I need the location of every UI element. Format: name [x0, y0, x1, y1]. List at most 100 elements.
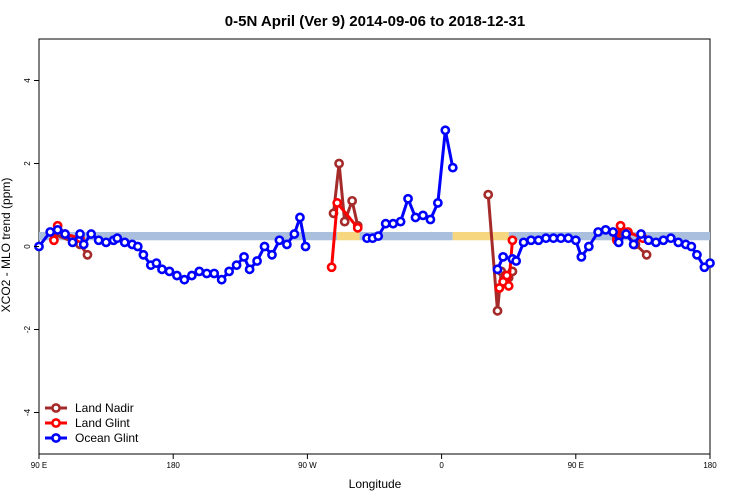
series-ocean-glint — [34, 125, 715, 285]
data-point — [339, 216, 350, 227]
data-point — [281, 239, 292, 250]
data-point — [289, 229, 300, 239]
data-point — [403, 193, 413, 204]
data-point — [132, 241, 143, 252]
data-point — [563, 233, 574, 244]
data-point — [665, 233, 676, 244]
x-tick-label: 180 — [703, 461, 717, 470]
data-point — [209, 268, 220, 279]
legend-label: Land Nadir — [75, 401, 134, 415]
data-point — [615, 220, 626, 231]
data-point — [119, 237, 130, 248]
data-point — [75, 229, 85, 239]
y-tick-label: 4 — [23, 78, 32, 83]
data-point — [86, 229, 97, 239]
legend-item: Ocean Glint — [45, 431, 139, 445]
data-point — [194, 266, 205, 277]
data-point — [300, 241, 311, 252]
legend-label: Land Glint — [75, 416, 130, 430]
data-point — [60, 229, 70, 239]
data-point — [658, 235, 669, 246]
data-point — [352, 222, 363, 233]
data-point — [82, 249, 93, 260]
series-line-segment — [486, 194, 514, 313]
band-segment-0 — [39, 231, 338, 241]
data-point — [267, 249, 277, 260]
band-segment-2 — [359, 231, 453, 241]
data-point — [231, 260, 242, 271]
data-point — [138, 249, 149, 260]
band-segment-3 — [452, 231, 509, 241]
y-tick-label: 0 — [23, 244, 32, 249]
data-point — [432, 198, 443, 208]
data-point — [151, 258, 162, 268]
chart-title: 0-5N April (Ver 9) 2014-09-06 to 2018-12… — [225, 13, 525, 30]
data-point — [507, 235, 518, 246]
data-point — [705, 258, 715, 268]
data-point — [332, 198, 343, 208]
data-point — [326, 262, 337, 273]
x-tick-label: 90 E — [31, 461, 47, 470]
legend-swatch-marker — [51, 403, 61, 413]
data-point — [78, 239, 89, 250]
data-point — [49, 235, 59, 246]
x-tick-label: 90 E — [568, 461, 584, 470]
data-point — [651, 237, 661, 248]
data-point — [503, 281, 514, 291]
data-point — [518, 237, 529, 248]
data-point — [101, 237, 111, 248]
series-layer — [34, 125, 715, 316]
data-point — [186, 270, 197, 281]
x-tick-label: 0 — [439, 461, 444, 470]
data-point — [501, 270, 512, 281]
data-point — [621, 229, 632, 239]
data-point — [613, 237, 624, 248]
data-point — [373, 231, 384, 242]
data-point — [673, 237, 684, 248]
data-point — [686, 241, 697, 252]
legend-item: Land Nadir — [45, 401, 134, 415]
x-tick-label: 180 — [167, 461, 181, 470]
band-segment-4 — [508, 231, 710, 241]
data-point — [600, 224, 611, 235]
data-point — [692, 249, 702, 260]
series-line-segment — [367, 128, 455, 240]
data-point — [483, 189, 494, 200]
data-point — [164, 266, 175, 277]
data-point — [244, 264, 255, 275]
data-point — [492, 305, 503, 316]
data-point — [636, 229, 646, 239]
data-point — [179, 274, 190, 285]
data-point — [172, 270, 182, 281]
data-point — [410, 212, 421, 223]
data-point — [492, 264, 503, 275]
data-point — [157, 264, 167, 275]
legend-item: Land Glint — [45, 416, 130, 430]
x-axis: 90 E 180 90 W 0 90 E 180 — [31, 454, 717, 470]
data-point — [511, 256, 522, 266]
data-point — [295, 212, 305, 223]
data-point — [347, 195, 358, 206]
y-tick-label: 2 — [23, 161, 32, 166]
data-point — [395, 216, 406, 227]
data-point — [641, 249, 652, 260]
data-point — [112, 233, 123, 244]
data-point — [274, 235, 285, 246]
data-point — [628, 239, 639, 250]
data-point — [533, 235, 544, 246]
data-point — [643, 235, 654, 246]
data-point — [418, 210, 428, 221]
y-tick-label: -4 — [23, 408, 32, 416]
data-point — [224, 266, 235, 277]
x-axis-label: Longitude — [349, 477, 402, 491]
data-point — [555, 233, 566, 244]
data-point — [239, 251, 249, 262]
data-point — [447, 162, 458, 173]
data-point — [570, 235, 581, 246]
legend-label: Ocean Glint — [75, 431, 139, 445]
data-point — [608, 227, 618, 237]
data-point — [541, 233, 551, 244]
data-point — [259, 241, 270, 252]
y-tick-label: -2 — [23, 325, 32, 333]
data-point — [576, 251, 587, 262]
